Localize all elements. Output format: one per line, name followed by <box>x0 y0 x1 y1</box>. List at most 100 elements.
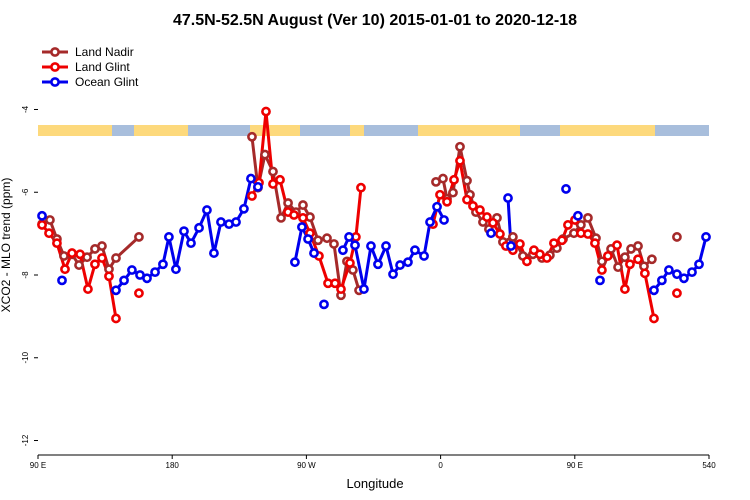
data-point <box>597 265 607 275</box>
y-tick-label: -10 <box>21 351 30 363</box>
data-point <box>482 212 492 222</box>
data-point <box>171 264 181 275</box>
data-point <box>563 220 573 230</box>
data-point <box>672 269 682 280</box>
legend-marker <box>50 62 60 72</box>
x-axis-label: Longitude <box>346 476 403 491</box>
data-point <box>52 238 62 249</box>
data-point <box>247 191 257 201</box>
data-point <box>649 285 659 296</box>
data-point <box>388 269 398 280</box>
data-point <box>373 259 383 270</box>
data-point <box>561 184 571 194</box>
data-point <box>119 275 129 286</box>
data-point <box>381 241 391 251</box>
data-point <box>209 248 219 258</box>
data-point <box>57 275 67 286</box>
data-point <box>37 220 47 230</box>
data-point <box>583 212 593 223</box>
data-point <box>612 240 622 251</box>
data-point <box>439 215 449 225</box>
data-point <box>486 228 496 239</box>
data-point <box>672 232 682 242</box>
x-tick-label: 90 W <box>297 461 316 470</box>
data-point <box>549 238 559 249</box>
data-point <box>239 203 249 214</box>
legend-marker <box>50 77 60 87</box>
legend-label: Ocean Glint <box>75 75 139 89</box>
data-point <box>663 265 674 275</box>
data-point <box>488 217 498 228</box>
data-point <box>620 284 630 294</box>
data-point <box>231 217 241 227</box>
data-point <box>74 260 84 270</box>
data-point <box>309 248 319 258</box>
y-tick-label: -12 <box>21 434 30 446</box>
data-point <box>679 273 689 284</box>
x-tick-label: 540 <box>702 461 716 470</box>
data-point <box>403 257 413 268</box>
data-point <box>419 251 429 261</box>
data-point <box>506 241 516 251</box>
data-point <box>597 256 607 267</box>
data-point <box>164 232 174 242</box>
data-point <box>590 238 600 249</box>
data-point <box>330 278 340 289</box>
data-point <box>268 166 278 177</box>
data-point <box>179 226 189 237</box>
data-point <box>290 257 300 268</box>
data-point <box>359 284 369 294</box>
data-point <box>336 284 346 294</box>
data-point <box>639 268 650 279</box>
series-line <box>114 177 708 292</box>
data-point <box>672 288 682 299</box>
data-point <box>595 275 605 286</box>
data-point <box>410 245 420 256</box>
data-point <box>633 254 643 265</box>
data-point <box>322 233 332 244</box>
data-point <box>104 271 114 282</box>
data-point <box>535 249 545 260</box>
data-point <box>438 173 448 184</box>
data-point <box>583 229 593 239</box>
y-axis-label: XCO2 - MLO trend (ppm) <box>0 178 13 313</box>
data-point <box>557 235 567 246</box>
data-point <box>45 215 55 225</box>
data-point <box>97 241 107 251</box>
data-point <box>345 258 355 268</box>
data-point <box>338 245 348 256</box>
data-point <box>508 232 518 242</box>
x-tick-label: 180 <box>166 461 180 470</box>
y-tick-label: -8 <box>21 271 30 279</box>
data-point <box>37 210 47 221</box>
data-point <box>442 196 452 207</box>
data-point <box>573 210 583 221</box>
data-point <box>462 175 472 186</box>
data-point <box>186 238 196 249</box>
data-point <box>247 131 257 142</box>
data-point <box>432 201 442 212</box>
legend-label: Land Glint <box>75 60 130 74</box>
data-point <box>216 217 226 227</box>
data-point <box>435 189 445 200</box>
data-point <box>289 210 299 220</box>
data-point <box>111 313 121 324</box>
chart-title: 47.5N-52.5N August (Ver 10) 2015-01-01 t… <box>173 12 577 29</box>
data-point <box>449 174 459 185</box>
data-point <box>356 182 366 193</box>
data-point <box>276 212 286 223</box>
data-point <box>253 181 263 192</box>
data-point <box>462 194 472 205</box>
data-point <box>134 288 144 299</box>
data-point <box>268 179 278 189</box>
data-point <box>503 193 513 203</box>
data-point <box>448 187 458 198</box>
data-point <box>75 249 85 260</box>
data-point <box>649 313 659 324</box>
x-tick-label: 90 E <box>567 461 583 470</box>
data-point <box>515 239 525 249</box>
data-point <box>158 259 168 270</box>
data-point <box>455 141 465 152</box>
data-point <box>298 212 308 223</box>
data-point <box>261 106 271 117</box>
